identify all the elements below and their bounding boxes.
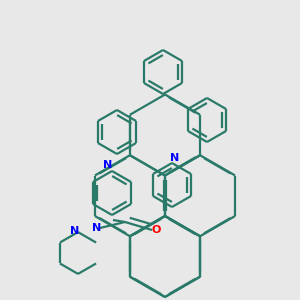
Text: N: N — [103, 160, 112, 170]
Text: N: N — [70, 226, 80, 236]
Text: O: O — [152, 225, 161, 235]
Text: N: N — [170, 153, 180, 163]
Text: N: N — [92, 223, 102, 233]
